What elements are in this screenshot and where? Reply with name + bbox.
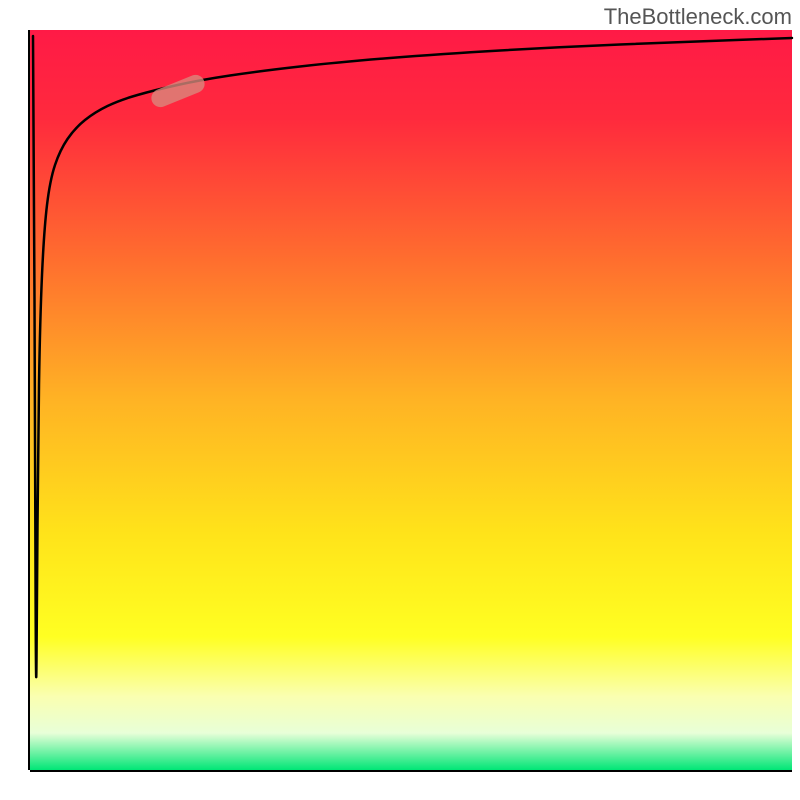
plot-area <box>0 0 800 800</box>
watermark-text: TheBottleneck.com <box>604 4 792 30</box>
x-axis <box>30 770 792 772</box>
chart-container: TheBottleneck.com <box>0 0 800 800</box>
y-axis <box>28 30 30 770</box>
gradient-background <box>30 30 792 770</box>
